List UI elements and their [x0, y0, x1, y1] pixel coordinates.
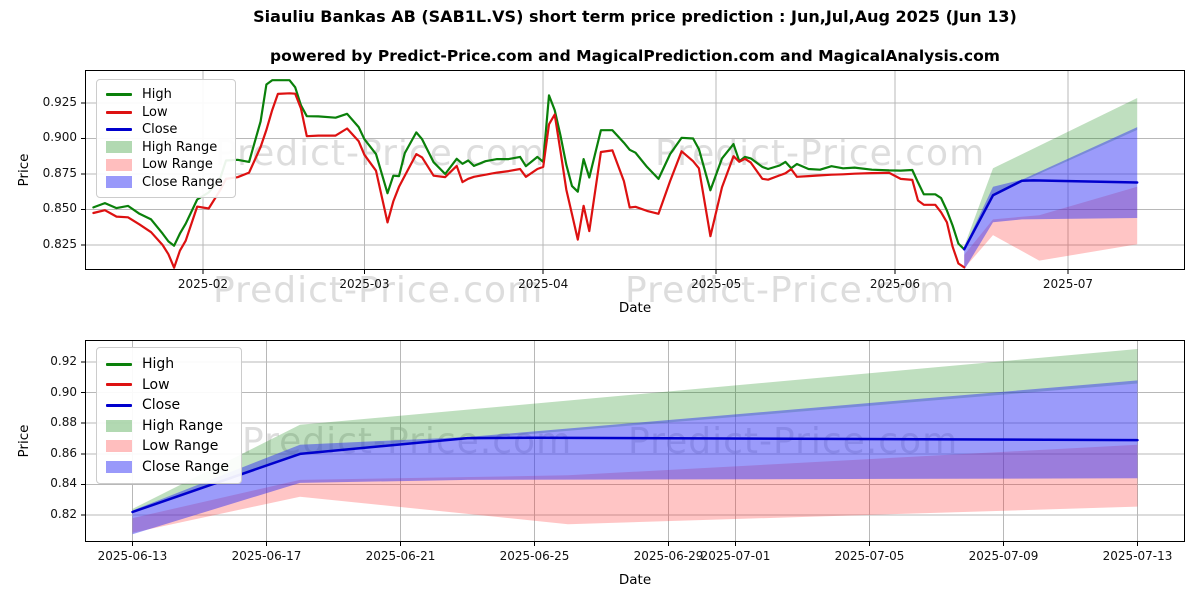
- legend-label: Close: [142, 122, 178, 138]
- legend-label: Close Range: [142, 458, 229, 475]
- x-tick-label: 2025-07: [1042, 277, 1094, 291]
- y-tick-label: 0.84: [50, 476, 77, 491]
- legend-item: Close Range: [106, 174, 223, 192]
- watermark-text: Predict-Price.com: [625, 270, 956, 311]
- low-range-band: [132, 444, 1138, 533]
- legend-item: Close: [106, 395, 229, 416]
- y-tick-label: 0.90: [50, 384, 77, 399]
- high-line: [92, 79, 966, 251]
- high-swatch: [106, 93, 132, 97]
- x-tick-label: 2025-07-13: [1102, 549, 1173, 563]
- legend-item: Low: [106, 104, 223, 122]
- low-line: [92, 92, 966, 269]
- x-tick-label: 2025-03: [339, 277, 390, 291]
- x-axis-label: Date: [618, 572, 652, 588]
- low-swatch: [106, 110, 132, 114]
- legend-item: High Range: [106, 416, 229, 437]
- low-swatch: [106, 383, 132, 387]
- x-tick-label: 2025-07-01: [700, 549, 771, 563]
- high-range-swatch: [106, 419, 132, 432]
- x-tick-label: 2025-04: [518, 277, 569, 291]
- legend-item: Low Range: [106, 436, 229, 457]
- x-tick-label: 2025-06: [869, 277, 921, 291]
- y-tick-label: 0.88: [50, 415, 77, 430]
- y-tick-label: 0.825: [42, 237, 77, 251]
- legend-label: Low Range: [142, 438, 219, 455]
- x-tick-label: 2025-02: [177, 277, 229, 291]
- legend-label: High: [142, 87, 172, 103]
- price-history-and-prediction-plot: [81, 70, 1185, 274]
- high-swatch: [106, 362, 132, 366]
- legend-item: Low Range: [106, 156, 223, 174]
- high-range-band: [964, 98, 1138, 250]
- low-range-swatch: [106, 440, 132, 453]
- close-range-band: [964, 127, 1138, 270]
- y-tick-label: 0.900: [42, 130, 77, 145]
- legend-label: Close Range: [142, 174, 223, 190]
- y-tick-label: 0.86: [50, 445, 77, 460]
- legend-item: High: [106, 354, 229, 375]
- low-range-swatch: [106, 158, 132, 171]
- legend-label: High: [142, 356, 175, 373]
- prediction-detail-plot: [81, 340, 1185, 546]
- legend-item: Close Range: [106, 457, 229, 478]
- legend-label: Low: [142, 104, 168, 120]
- close-line: [962, 179, 1139, 251]
- y-tick-label: 0.82: [50, 507, 77, 522]
- legend-label: Low: [142, 376, 170, 393]
- y-tick-label: 0.875: [42, 165, 77, 180]
- figure-title: Siauliu Bankas AB (SAB1L.VS) short term …: [253, 7, 1017, 26]
- low-range-band: [964, 186, 1138, 269]
- high-range-swatch: [106, 141, 132, 154]
- legend-item: High Range: [106, 139, 223, 157]
- close-swatch: [106, 403, 132, 407]
- watermark-text: Predict-Price.com: [628, 421, 958, 462]
- legend-label: Low Range: [142, 157, 213, 173]
- x-tick-label: 2025-05: [691, 277, 742, 291]
- x-tick-label: 2025-06-13: [97, 549, 168, 563]
- high-range-band: [132, 349, 1138, 513]
- x-tick-label: 2025-07-05: [834, 549, 905, 563]
- x-tick-label: 2025-07-09: [968, 549, 1039, 563]
- y-tick-label: 0.850: [42, 201, 77, 216]
- legend-item: Low: [106, 375, 229, 396]
- close-line: [131, 436, 1139, 514]
- legend: High Low Close High Range Low Range Close Ran…: [96, 79, 236, 198]
- x-tick-label: 2025-06-25: [499, 549, 570, 563]
- x-tick-label: 2025-06-21: [365, 549, 436, 563]
- legend-label: High Range: [142, 139, 218, 155]
- legend: High Low Close High Range Low Range Close Ran…: [96, 347, 242, 484]
- x-axis-label: Date: [618, 300, 652, 316]
- y-tick-label: 0.925: [42, 94, 77, 109]
- watermark-text: Predict-Price.com: [655, 133, 986, 174]
- legend-item: High: [106, 86, 223, 104]
- close-range-swatch: [106, 176, 132, 189]
- legend-label: High Range: [142, 417, 223, 434]
- legend-label: Close: [142, 397, 181, 414]
- close-range-band: [132, 380, 1138, 535]
- close-range-swatch: [106, 460, 132, 473]
- close-swatch: [106, 128, 132, 132]
- figure-subtitle: powered by Predict-Price.com and Magical…: [270, 47, 1000, 65]
- x-tick-label: 2025-06-29: [633, 549, 704, 563]
- legend-item: Close: [106, 121, 223, 139]
- x-tick-label: 2025-06-17: [231, 549, 302, 563]
- y-tick-label: 0.92: [50, 354, 77, 369]
- watermark-text: Predict-Price.com: [213, 270, 544, 311]
